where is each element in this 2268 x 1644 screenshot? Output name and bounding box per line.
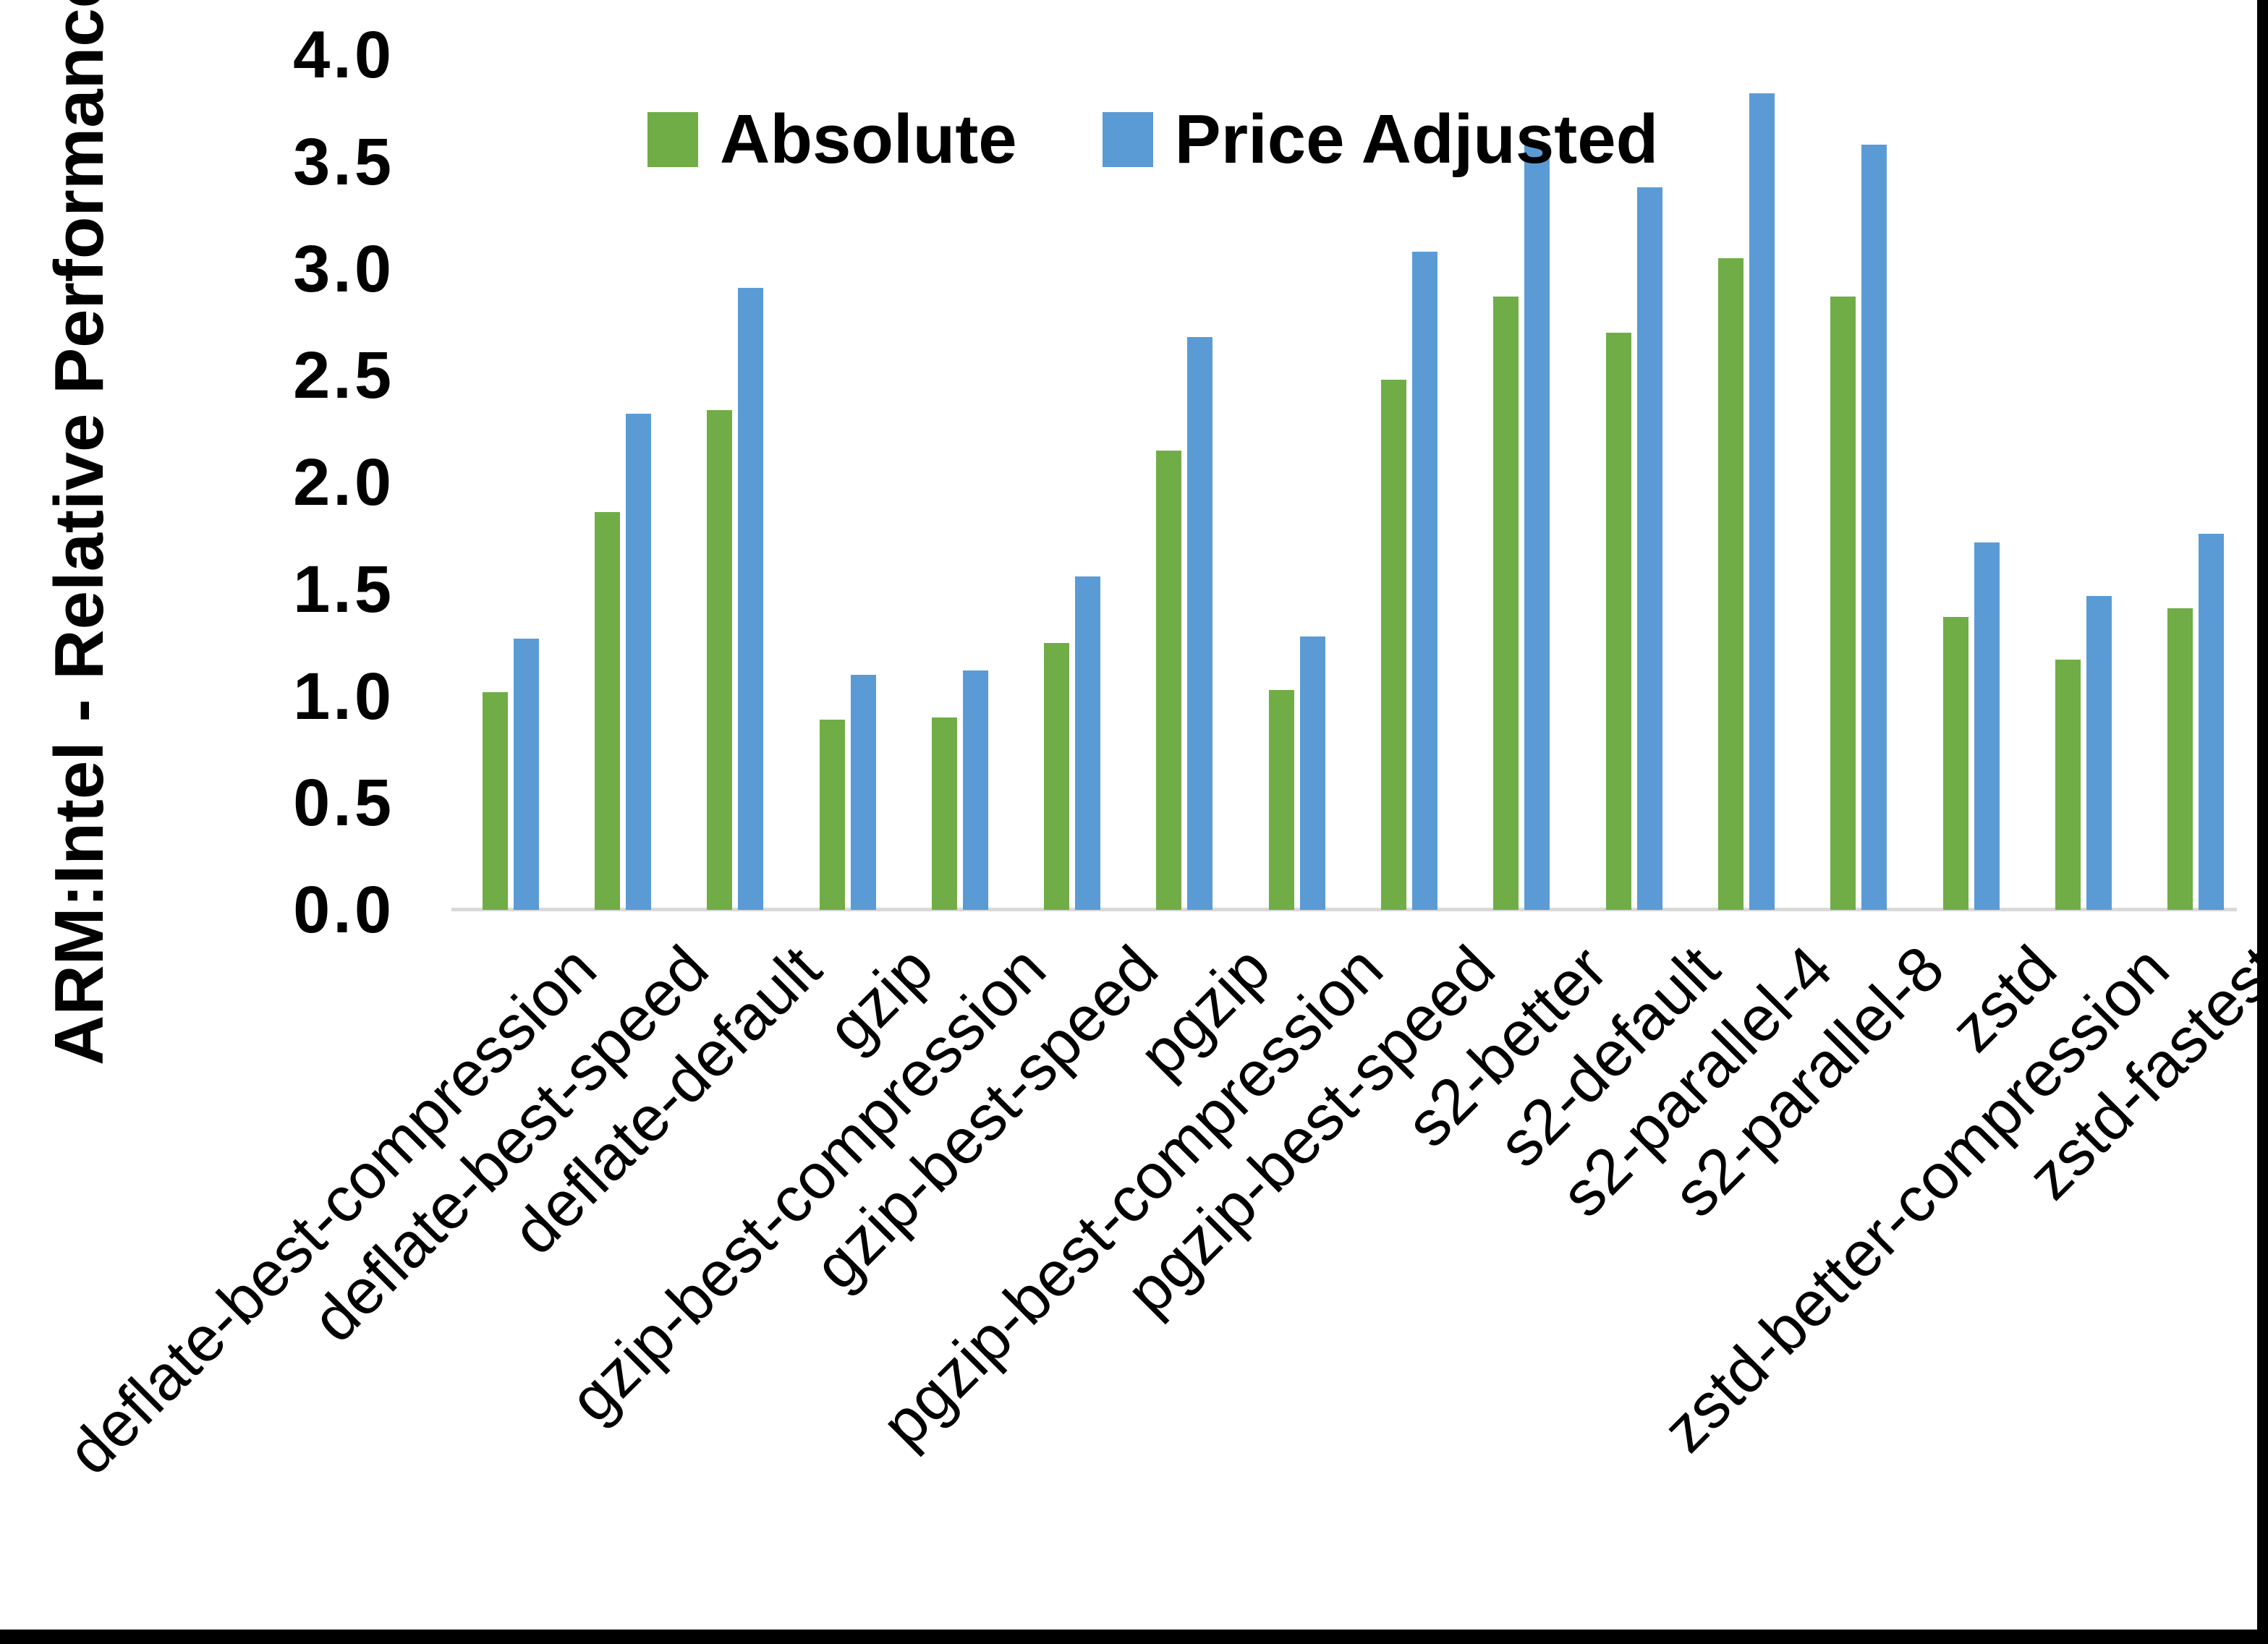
- bar-price-adjusted-gzip: [850, 675, 876, 910]
- bar-absolute-deflate-default: [707, 410, 733, 910]
- bar-price-adjusted-pgzip-best-speed: [1412, 252, 1438, 910]
- bar-price-adjusted-deflate-best-compression: [513, 639, 539, 910]
- bar-absolute-pgzip-best-speed: [1381, 380, 1407, 910]
- y-tick-label: 3.0: [293, 231, 394, 306]
- legend-swatch-icon: [1102, 112, 1153, 167]
- bar-absolute-gzip-best-compression: [931, 717, 957, 910]
- bar-absolute-deflate-best-speed: [594, 512, 620, 910]
- bar-absolute-pgzip-best-compression: [1268, 690, 1294, 910]
- bar-absolute-deflate-best-compression: [482, 692, 508, 910]
- bar-price-adjusted-gzip-best-compression: [962, 670, 988, 910]
- bar-price-adjusted-pgzip: [1187, 337, 1213, 910]
- bar-price-adjusted-s2-better: [1524, 145, 1550, 910]
- frame-bottom-edge: [0, 1630, 2268, 1644]
- legend-label: Absolute: [720, 101, 1017, 178]
- bar-price-adjusted-zstd-fastest: [2199, 534, 2225, 910]
- bar-absolute-s2-default: [1605, 333, 1631, 910]
- bar-absolute-pgzip: [1156, 451, 1182, 910]
- y-tick-label: 4.0: [293, 18, 394, 92]
- x-axis-line: [451, 908, 2237, 911]
- bar-absolute-gzip-best-speed: [1044, 643, 1070, 910]
- y-tick-label: 2.0: [293, 446, 394, 519]
- bar-price-adjusted-gzip-best-speed: [1075, 576, 1101, 910]
- y-tick-label: 1.0: [293, 659, 394, 733]
- y-tick-label: 3.5: [293, 124, 394, 199]
- bar-price-adjusted-pgzip-best-compression: [1299, 636, 1325, 910]
- legend-item: Absolute: [647, 100, 1017, 179]
- frame-right-edge: [2257, 0, 2268, 1644]
- bar-price-adjusted-deflate-best-speed: [625, 414, 651, 910]
- bar-absolute-s2-better: [1493, 297, 1519, 910]
- legend-label: Price Adjusted: [1174, 101, 1659, 178]
- bar-price-adjusted-s2-parallel-8: [1861, 145, 1887, 910]
- bar-price-adjusted-zstd-better-compression: [2086, 596, 2112, 910]
- bar-absolute-zstd: [1942, 617, 1968, 910]
- legend: Absolute Price Adjusted: [647, 100, 1658, 179]
- y-tick-label: 0.0: [293, 873, 394, 947]
- y-tick-label: 1.5: [293, 552, 394, 626]
- bar-absolute-gzip: [819, 720, 845, 910]
- bar-price-adjusted-s2-parallel-4: [1749, 93, 1775, 910]
- legend-item: Price Adjusted: [1102, 100, 1659, 179]
- bar-price-adjusted-zstd: [1974, 542, 2000, 910]
- bar-absolute-s2-parallel-4: [1717, 258, 1744, 910]
- bar-price-adjusted-deflate-default: [738, 288, 764, 910]
- bar-absolute-zstd-better-compression: [2055, 660, 2081, 910]
- bar-absolute-s2-parallel-8: [1830, 297, 1856, 910]
- bar-price-adjusted-s2-default: [1636, 187, 1662, 910]
- bar-absolute-zstd-fastest: [2167, 608, 2193, 910]
- y-tick-label: 2.5: [293, 338, 394, 413]
- y-tick-label: 0.5: [293, 766, 394, 840]
- legend-swatch-icon: [647, 112, 698, 167]
